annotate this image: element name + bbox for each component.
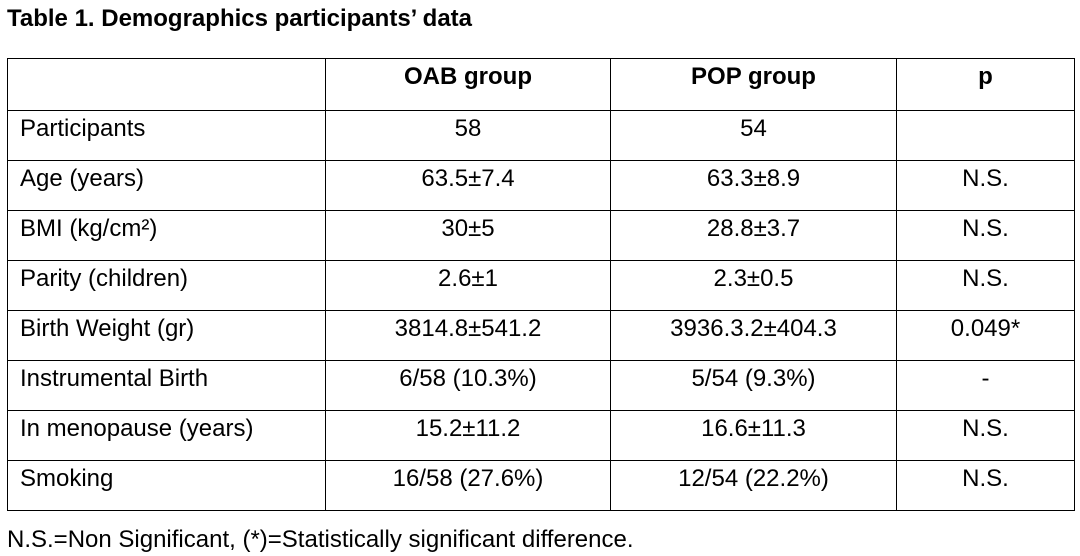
pop-value: 12/54 (22.2%): [610, 460, 897, 511]
row-label: Age (years): [7, 160, 326, 211]
row-label: In menopause (years): [7, 410, 326, 461]
table-row: Birth Weight (gr) 3814.8±541.2 3936.3.2±…: [7, 310, 1075, 361]
pop-value: 54: [610, 110, 897, 161]
p-value: N.S.: [896, 260, 1075, 311]
table-row: Parity (children) 2.6±1 2.3±0.5 N.S.: [7, 260, 1075, 311]
table-title: Table 1. Demographics participants’ data: [7, 5, 473, 32]
table-row: Age (years) 63.5±7.4 63.3±8.9 N.S.: [7, 160, 1075, 211]
header-empty: [7, 58, 326, 111]
header-p-value: p: [896, 58, 1075, 111]
table-footnote: N.S.=Non Significant, (*)=Statistically …: [7, 526, 634, 553]
oab-value: 58: [325, 110, 611, 161]
p-value: N.S.: [896, 410, 1075, 461]
row-label: Participants: [7, 110, 326, 161]
table-header-row: OAB group POP group p: [7, 58, 1075, 111]
pop-value: 16.6±11.3: [610, 410, 897, 461]
table-row: Smoking 16/58 (27.6%) 12/54 (22.2%) N.S.: [7, 460, 1075, 511]
oab-value: 16/58 (27.6%): [325, 460, 611, 511]
row-label: Smoking: [7, 460, 326, 511]
demographics-table: OAB group POP group p Participants 58 54…: [7, 58, 1075, 511]
table-row: BMI (kg/cm²) 30±5 28.8±3.7 N.S.: [7, 210, 1075, 261]
pop-value: 2.3±0.5: [610, 260, 897, 311]
p-value: [896, 110, 1075, 161]
header-oab-group: OAB group: [325, 58, 611, 111]
p-value: -: [896, 360, 1075, 411]
pop-value: 5/54 (9.3%): [610, 360, 897, 411]
row-label: Parity (children): [7, 260, 326, 311]
oab-value: 2.6±1: [325, 260, 611, 311]
pop-value: 3936.3.2±404.3: [610, 310, 897, 361]
p-value: 0.049*: [896, 310, 1075, 361]
row-label: Birth Weight (gr): [7, 310, 326, 361]
p-value: N.S.: [896, 460, 1075, 511]
oab-value: 6/58 (10.3%): [325, 360, 611, 411]
table-row: Participants 58 54: [7, 110, 1075, 161]
pop-value: 63.3±8.9: [610, 160, 897, 211]
p-value: N.S.: [896, 160, 1075, 211]
pop-value: 28.8±3.7: [610, 210, 897, 261]
oab-value: 30±5: [325, 210, 611, 261]
oab-value: 15.2±11.2: [325, 410, 611, 461]
table-row: Instrumental Birth 6/58 (10.3%) 5/54 (9.…: [7, 360, 1075, 411]
row-label: Instrumental Birth: [7, 360, 326, 411]
p-value: N.S.: [896, 210, 1075, 261]
row-label: BMI (kg/cm²): [7, 210, 326, 261]
oab-value: 3814.8±541.2: [325, 310, 611, 361]
header-pop-group: POP group: [610, 58, 897, 111]
table-row: In menopause (years) 15.2±11.2 16.6±11.3…: [7, 410, 1075, 461]
oab-value: 63.5±7.4: [325, 160, 611, 211]
